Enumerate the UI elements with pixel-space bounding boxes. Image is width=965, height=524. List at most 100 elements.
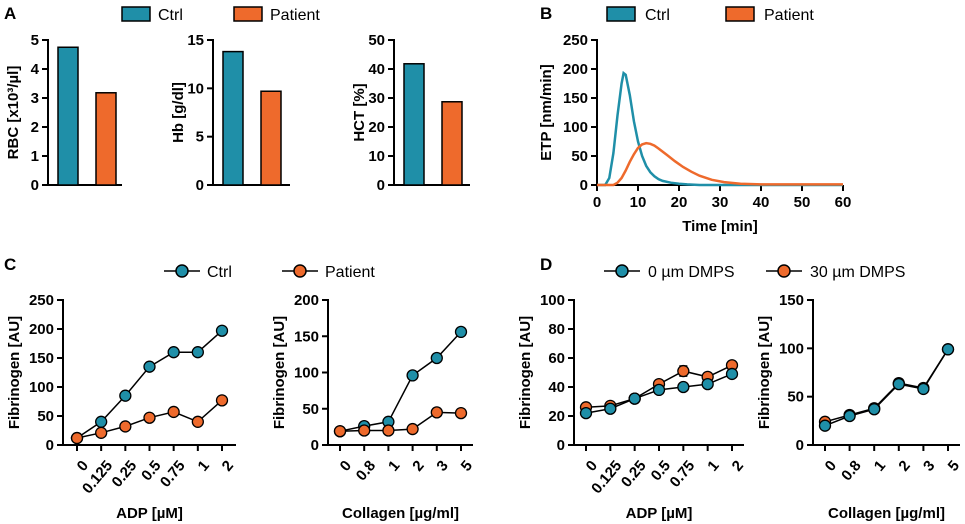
data-point bbox=[892, 377, 905, 391]
x-tick-label: 2 bbox=[729, 457, 747, 474]
y-axis-title: RBC [x10³/µl] bbox=[5, 66, 22, 160]
data-point bbox=[652, 383, 666, 397]
data-point bbox=[677, 364, 690, 378]
x-tick-label: 2 bbox=[895, 457, 913, 474]
data-point bbox=[358, 424, 371, 437]
legend-b-patient-label: Patient bbox=[764, 7, 814, 24]
data-point bbox=[382, 424, 395, 437]
legend-a-ctrl-swatch bbox=[121, 6, 151, 22]
y-tick-label: 50 bbox=[302, 401, 319, 418]
legend-d-0dmps-label: 0 µm DMPS bbox=[648, 264, 735, 281]
x-tick-label: 0 bbox=[337, 457, 355, 474]
x-tick-label: 2 bbox=[409, 457, 427, 474]
series-line bbox=[339, 331, 462, 432]
data-point bbox=[701, 377, 714, 391]
x-tick-label: 5 bbox=[945, 457, 963, 474]
y-tick-label: 50 bbox=[787, 389, 804, 406]
y-tick-label: 0 bbox=[196, 177, 204, 194]
bar-ctrl bbox=[222, 50, 244, 186]
y-tick-label: 80 bbox=[548, 321, 565, 338]
data-point bbox=[430, 351, 443, 365]
y-tick-label: 0 bbox=[557, 437, 565, 454]
y-tick-label: 100 bbox=[563, 119, 588, 136]
x-tick-label: 1 bbox=[871, 457, 889, 474]
data-point bbox=[454, 325, 468, 339]
bar-ctrl bbox=[57, 46, 79, 186]
y-axis-title: ETP [nm/min] bbox=[538, 64, 555, 160]
y-tick-label: 150 bbox=[29, 350, 54, 367]
data-point bbox=[604, 402, 617, 415]
y-tick-label: 4 bbox=[31, 61, 40, 78]
legend-c: Ctrl Patient bbox=[164, 264, 375, 281]
data-point bbox=[143, 411, 156, 424]
y-tick-label: 15 bbox=[187, 32, 204, 49]
y-tick-label: 50 bbox=[571, 148, 588, 165]
y-tick-label: 0 bbox=[580, 177, 588, 194]
y-tick-label: 250 bbox=[29, 292, 54, 309]
data-point bbox=[119, 420, 132, 433]
y-tick-label: 5 bbox=[31, 32, 39, 49]
legend-d-30dmps-label: 30 µm DMPS bbox=[810, 264, 905, 281]
bar-patient bbox=[441, 101, 463, 186]
x-tick-label: 30 bbox=[712, 194, 729, 211]
y-tick-label: 0 bbox=[31, 177, 39, 194]
chart-etp: 0 50 100 150 200 250 ETP [nm/min] 0 10 20 30 40 50 60… bbox=[538, 32, 851, 235]
x-tick-label: 0 bbox=[583, 457, 601, 474]
y-tick-label: 30 bbox=[368, 90, 385, 107]
x-tick-label: 5 bbox=[458, 457, 476, 474]
y-tick-label: 200 bbox=[29, 321, 54, 338]
x-tick-label: 50 bbox=[794, 194, 811, 211]
y-axis-title: Fibrinogen [AU] bbox=[271, 316, 288, 429]
y-tick-label: 10 bbox=[187, 80, 204, 97]
x-tick-label: 3 bbox=[920, 457, 938, 474]
y-tick-label: 100 bbox=[779, 340, 804, 357]
y-tick-label: 60 bbox=[548, 350, 565, 367]
panel-letter-c: C bbox=[4, 255, 16, 274]
panel-letter-d: D bbox=[540, 255, 552, 274]
y-tick-label: 100 bbox=[29, 379, 54, 396]
x-tick-label: 0 bbox=[822, 457, 840, 474]
data-point bbox=[95, 426, 108, 439]
legend-d: 0 µm DMPS 30 µm DMPS bbox=[604, 264, 905, 281]
bar-patient bbox=[260, 90, 282, 186]
legend-c-ctrl-marker bbox=[175, 264, 189, 278]
y-tick-label: 150 bbox=[294, 328, 319, 345]
data-point bbox=[215, 324, 229, 337]
y-tick-label: 0 bbox=[46, 437, 54, 454]
panel-letter-a: A bbox=[4, 4, 16, 23]
data-point bbox=[167, 405, 180, 419]
legend-b: Ctrl Patient bbox=[606, 6, 814, 24]
panel-letter-b: B bbox=[540, 4, 552, 23]
x-tick-label: 0 bbox=[74, 457, 92, 474]
bar-patient bbox=[95, 92, 117, 186]
data-point bbox=[677, 380, 690, 394]
x-tick-label: 0.25 bbox=[109, 457, 141, 490]
y-tick-label: 200 bbox=[294, 292, 319, 309]
legend-b-ctrl-label: Ctrl bbox=[645, 7, 670, 24]
data-point bbox=[119, 389, 132, 402]
y-tick-label: 150 bbox=[563, 90, 588, 107]
data-point bbox=[406, 422, 419, 436]
x-tick-label: 1 bbox=[194, 457, 212, 474]
y-tick-label: 100 bbox=[294, 365, 319, 382]
data-point bbox=[70, 431, 84, 445]
x-tick-label: 3 bbox=[433, 457, 451, 474]
legend-a-patient-label: Patient bbox=[270, 7, 320, 24]
chart-rbc: 0 1 2 3 4 5 RBC [x10³/µl] bbox=[5, 32, 122, 194]
bar-ctrl bbox=[403, 63, 425, 186]
y-axis-title: HCT [%] bbox=[351, 83, 368, 141]
data-point bbox=[628, 392, 641, 405]
data-point bbox=[430, 406, 443, 419]
data-point bbox=[333, 425, 347, 438]
y-tick-label: 200 bbox=[563, 61, 588, 78]
data-point bbox=[95, 415, 108, 428]
x-tick-label: 0.8 bbox=[353, 457, 379, 484]
data-point bbox=[191, 346, 204, 359]
y-axis-title: Fibrinogen [AU] bbox=[517, 316, 534, 429]
data-point bbox=[818, 419, 832, 432]
